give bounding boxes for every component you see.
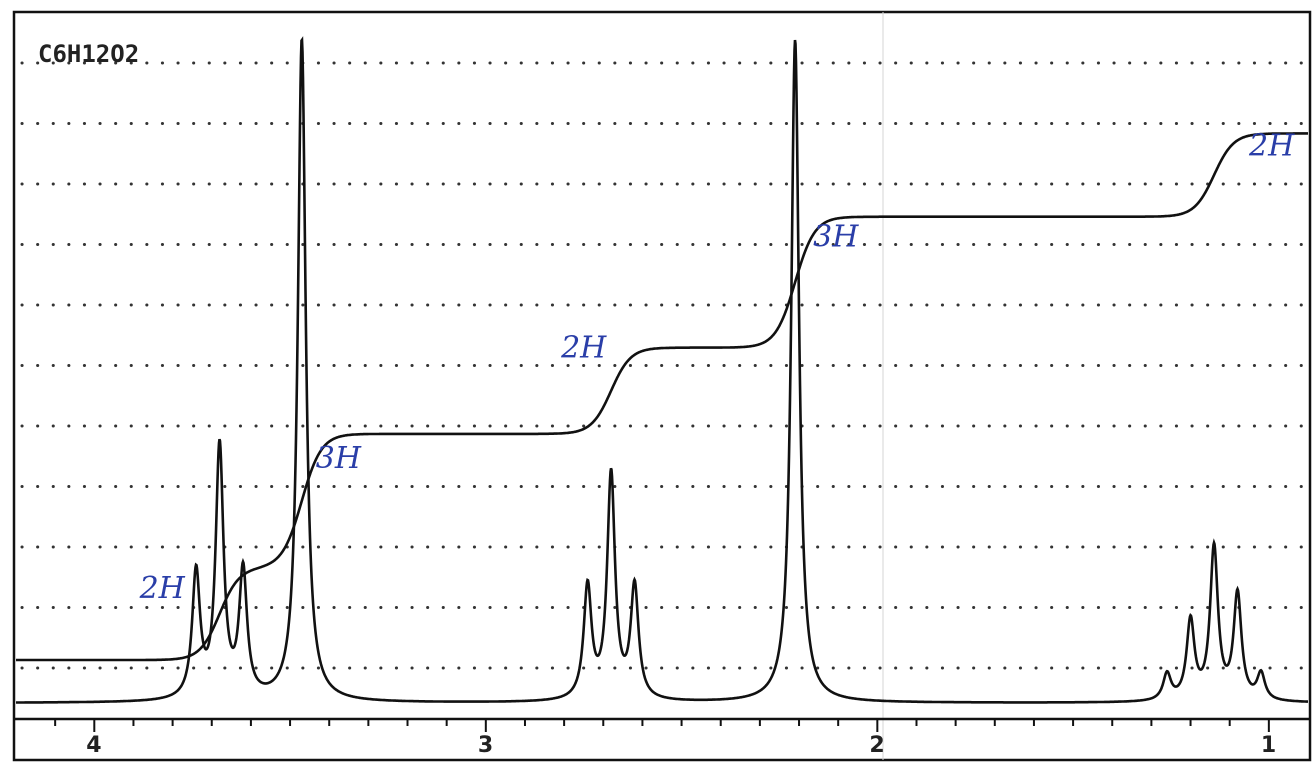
integration-label: 3H <box>813 220 859 255</box>
integration-label: 3H <box>316 441 362 476</box>
molecular-formula: C6H12O2 <box>38 40 139 68</box>
x-tick-label: 3 <box>478 733 493 758</box>
integration-label: 2H <box>139 571 186 606</box>
x-tick-label: 2 <box>869 733 884 758</box>
x-tick-label: 1 <box>1261 733 1276 758</box>
integration-label: 2H <box>560 331 607 366</box>
x-tick-label: 4 <box>86 733 101 758</box>
spectrum-line <box>16 36 1308 704</box>
integration-annotations: 2H 3H 2H 3H 2H <box>139 128 1296 606</box>
x-axis-ticks: 4 3 2 1 <box>54 719 1276 758</box>
chart-frame <box>12 10 1312 762</box>
integration-curve <box>16 132 1308 662</box>
integration-label: 2H <box>1248 128 1295 163</box>
